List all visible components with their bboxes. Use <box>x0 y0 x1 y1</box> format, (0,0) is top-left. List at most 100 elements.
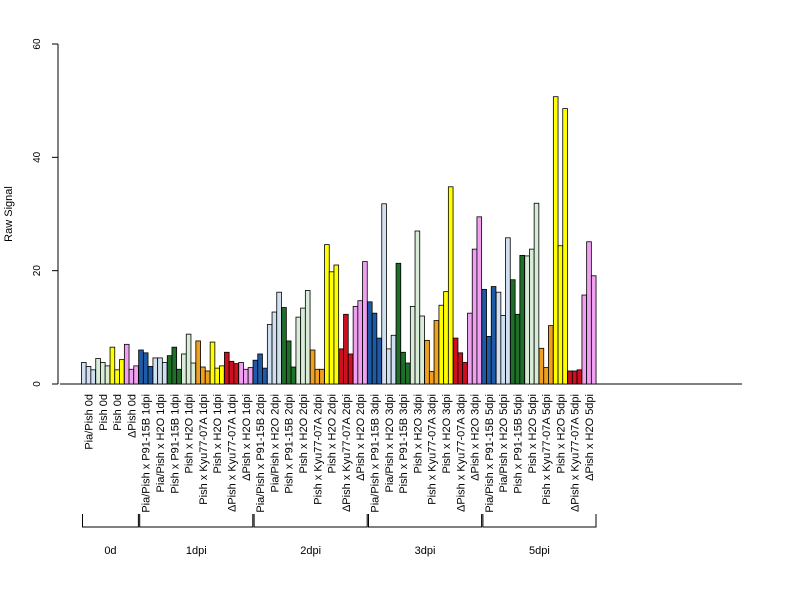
group-brackets: 0d 1dpi 2dpi 3dpi 5dpi <box>82 514 597 557</box>
bar <box>176 368 182 385</box>
bar <box>433 320 440 385</box>
bar <box>438 304 445 385</box>
bar <box>495 291 502 385</box>
bar <box>300 307 306 385</box>
x-tick-label: Pish x H2O 5dpi <box>527 394 539 473</box>
bar <box>185 333 192 385</box>
bar <box>233 363 239 385</box>
bar <box>271 311 278 385</box>
bar <box>400 351 406 385</box>
bar <box>238 362 244 385</box>
x-tick-label: ΔPish x H2O 2dpi <box>355 394 367 481</box>
bar <box>462 362 468 385</box>
group-label: 3dpi <box>415 545 436 557</box>
group-label: 5dpi <box>529 545 550 557</box>
bar <box>81 362 87 385</box>
bar <box>376 337 382 385</box>
bar <box>247 367 254 385</box>
bar <box>533 202 540 385</box>
bar <box>319 368 325 385</box>
bar <box>324 244 330 385</box>
bar <box>290 366 297 385</box>
x-tick-label: Pia/Pish x P91-15B 1dpi <box>141 394 153 513</box>
bar <box>409 305 416 385</box>
bar <box>371 312 378 385</box>
bar <box>128 368 135 385</box>
bar <box>85 366 92 385</box>
bar <box>309 349 316 385</box>
bars <box>81 96 597 385</box>
bar <box>490 286 497 385</box>
group-label: 2dpi <box>300 545 321 557</box>
bar <box>390 334 397 385</box>
bar <box>590 275 597 385</box>
bar <box>486 335 492 385</box>
x-tick-label: Pish x Kyu77-07A 3dpi <box>427 394 439 505</box>
bar <box>543 367 549 385</box>
x-tick-label: Pish x Kyu77-07A 5dpi <box>541 394 553 505</box>
bar <box>586 241 592 385</box>
bar <box>281 307 287 385</box>
x-tick-label: Pish x H2O 1dpi <box>184 394 196 473</box>
bar <box>142 352 149 385</box>
y-axis-label: Raw Signal <box>3 186 15 242</box>
bar <box>386 348 392 385</box>
bar <box>405 362 411 385</box>
bar <box>214 367 220 385</box>
bar <box>195 340 201 385</box>
x-tick-label: Pish 0d <box>98 394 110 431</box>
bar <box>524 255 530 385</box>
bar <box>181 353 187 385</box>
x-tick-label: ΔPish x H2O 3dpi <box>470 394 482 481</box>
bar <box>428 371 435 385</box>
bar <box>419 315 425 385</box>
bar <box>138 349 144 385</box>
y-axis: 0 20 40 60 <box>32 38 59 387</box>
bar <box>505 237 511 385</box>
x-tick-label: Pish x Kyu77-07A 1dpi <box>198 394 210 505</box>
bar <box>123 343 130 385</box>
bar <box>562 108 568 385</box>
y-tick-label: 20 <box>32 265 43 277</box>
bar <box>538 347 545 385</box>
bar <box>314 368 321 385</box>
bar <box>95 358 101 385</box>
bar <box>581 294 588 385</box>
bar <box>567 370 573 385</box>
x-tick-label: ΔPish x Kyu77-07A 3dpi <box>455 394 467 512</box>
bar <box>367 301 373 385</box>
x-tick-label: Pish x Kyu77-07A 2dpi <box>312 394 324 505</box>
x-tick-label: ΔPish x Kyu77-07A 5dpi <box>570 394 582 512</box>
bar <box>200 366 206 385</box>
bar <box>252 359 259 385</box>
x-tick-label: Pish x H2O 2dpi <box>298 394 310 473</box>
x-tick-label: Pish x P91-15B 5dpi <box>513 394 525 494</box>
x-tick-label: Pish x P91-15B 1dpi <box>169 394 181 494</box>
bar <box>161 362 168 385</box>
bar <box>266 324 273 385</box>
y-tick-label: 60 <box>32 38 43 50</box>
x-tick-label: Pish x H2O 2dpi <box>327 394 339 473</box>
x-tick-label: Pia/Pish x H2O 1dpi <box>155 394 167 492</box>
group-bracket <box>482 514 597 528</box>
bar <box>343 313 349 385</box>
bar <box>328 271 335 385</box>
bar <box>152 357 159 385</box>
bar <box>381 203 387 385</box>
bar <box>204 370 211 385</box>
x-tick-label: Pish x P91-15B 3dpi <box>398 394 410 494</box>
bar <box>519 254 525 385</box>
bar <box>395 262 402 385</box>
bar <box>166 355 173 385</box>
group-bracket <box>139 514 254 528</box>
x-tick-label: Pia/Pish x H2O 3dpi <box>384 394 396 492</box>
x-tick-label: Pia/Pish 0d <box>84 394 96 450</box>
x-tick-label: ΔPish x Kyu77-07A 2dpi <box>341 394 353 512</box>
x-tick-label: Pish x P91-15B 2dpi <box>284 394 296 494</box>
y-tick-label: 0 <box>32 381 43 387</box>
bar <box>357 300 363 385</box>
bar <box>514 313 521 385</box>
x-tick-label: Pia/Pish x P91-15B 5dpi <box>484 394 496 513</box>
x-tick-label: ΔPish x Kyu77-07A 1dpi <box>227 394 239 512</box>
